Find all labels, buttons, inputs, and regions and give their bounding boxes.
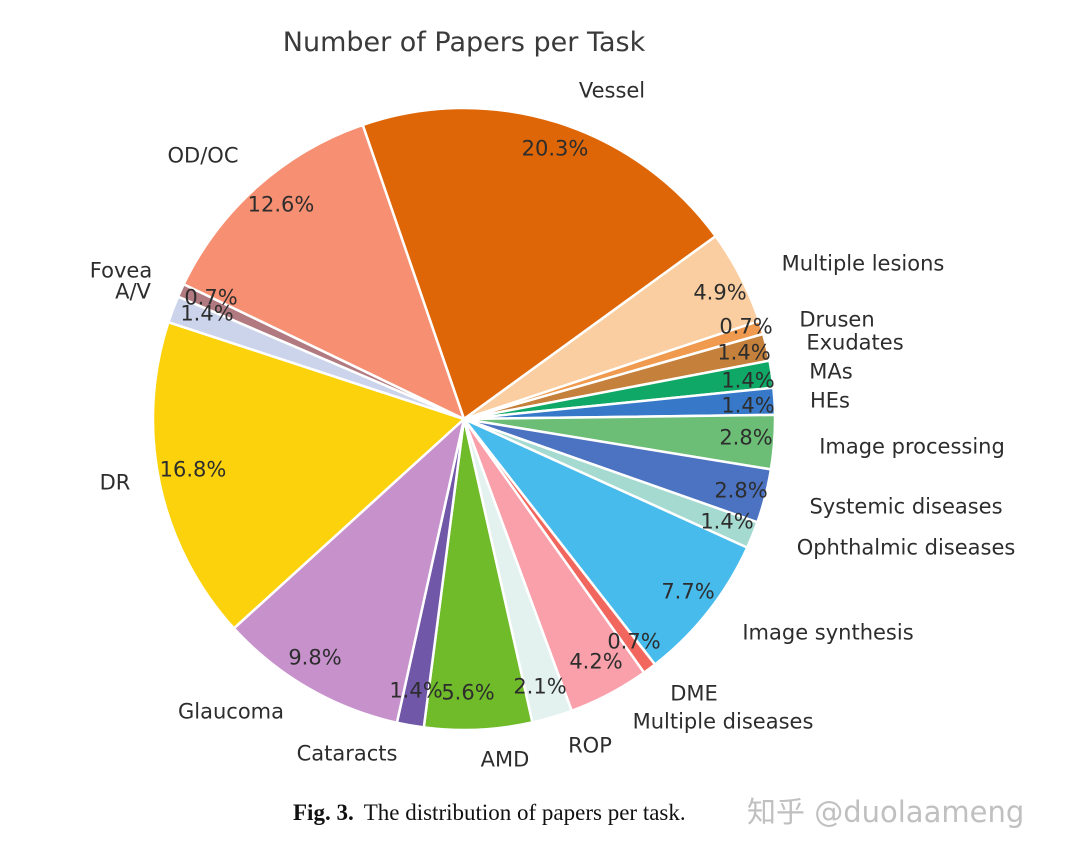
slice-label-od-oc: OD/OC bbox=[168, 143, 239, 167]
slice-pct-image-processing: 2.8% bbox=[719, 425, 772, 449]
slice-pct-ophthalmic-diseases: 1.4% bbox=[700, 509, 753, 533]
slice-label-image-processing: Image processing bbox=[819, 434, 1005, 458]
slice-pct-mas: 1.4% bbox=[721, 368, 774, 392]
pie-slice-image-synthesis bbox=[462, 417, 749, 666]
slice-pct-amd: 5.6% bbox=[441, 680, 494, 704]
slice-pct-drusen: 0.7% bbox=[719, 314, 772, 338]
slice-pct-glaucoma: 9.8% bbox=[288, 645, 341, 669]
slice-label-vessel: Vessel bbox=[579, 78, 645, 102]
slice-label-systemic-diseases: Systemic diseases bbox=[809, 494, 1002, 518]
slice-label-cataracts: Cataracts bbox=[297, 741, 398, 765]
slice-label-mas: MAs bbox=[809, 359, 852, 383]
slice-pct-image-synthesis: 7.7% bbox=[661, 579, 714, 603]
slice-label-hes: HEs bbox=[810, 388, 850, 412]
slice-label-a-v: A/V bbox=[115, 279, 151, 303]
slice-label-fovea: Fovea bbox=[90, 258, 152, 282]
slice-label-exudates: Exudates bbox=[806, 330, 903, 354]
pie-slice-dr bbox=[151, 320, 466, 630]
figure-caption: Fig. 3. The distribution of papers per ta… bbox=[293, 800, 686, 826]
pie-slice-od-oc bbox=[182, 123, 466, 421]
pie-slice-vessel bbox=[361, 106, 717, 421]
watermark-text: 知乎 @duolaameng bbox=[747, 795, 1025, 829]
slice-pct-dme: 0.7% bbox=[607, 629, 660, 653]
slice-pct-dr: 16.8% bbox=[160, 457, 227, 481]
figure-caption-number: Fig. 3. bbox=[293, 800, 354, 825]
slice-label-ophthalmic-diseases: Ophthalmic diseases bbox=[797, 535, 1016, 559]
slice-label-multiple-diseases: Multiple diseases bbox=[633, 709, 814, 733]
slice-label-rop: ROP bbox=[568, 733, 612, 757]
slice-pct-fovea: 0.7% bbox=[184, 285, 237, 309]
pie-slice-glaucoma bbox=[232, 417, 466, 724]
chart-title: Number of Papers per Task bbox=[282, 27, 646, 58]
slice-label-glaucoma: Glaucoma bbox=[178, 699, 284, 723]
slice-label-image-synthesis: Image synthesis bbox=[742, 620, 913, 644]
slice-label-dr: DR bbox=[100, 470, 131, 494]
slice-label-multiple-lesions: Multiple lesions bbox=[782, 251, 945, 275]
slice-label-amd: AMD bbox=[481, 747, 530, 771]
slice-pct-hes: 1.4% bbox=[721, 393, 774, 417]
slice-pct-multiple-lesions: 4.9% bbox=[693, 280, 746, 304]
figure-caption-text: The distribution of papers per task. bbox=[363, 800, 686, 825]
slice-pct-cataracts: 1.4% bbox=[389, 678, 442, 702]
slice-pct-systemic-diseases: 2.8% bbox=[714, 478, 767, 502]
slice-pct-vessel: 20.3% bbox=[522, 136, 589, 160]
slice-pct-od-oc: 12.6% bbox=[248, 192, 315, 216]
slice-label-drusen: Drusen bbox=[799, 307, 874, 331]
slice-label-dme: DME bbox=[670, 681, 718, 705]
slice-pct-a-v: 1.4% bbox=[180, 301, 233, 325]
slice-pct-rop: 2.1% bbox=[513, 674, 566, 698]
slice-pct-multiple-diseases: 4.2% bbox=[569, 649, 622, 673]
slice-pct-exudates: 1.4% bbox=[717, 340, 770, 364]
